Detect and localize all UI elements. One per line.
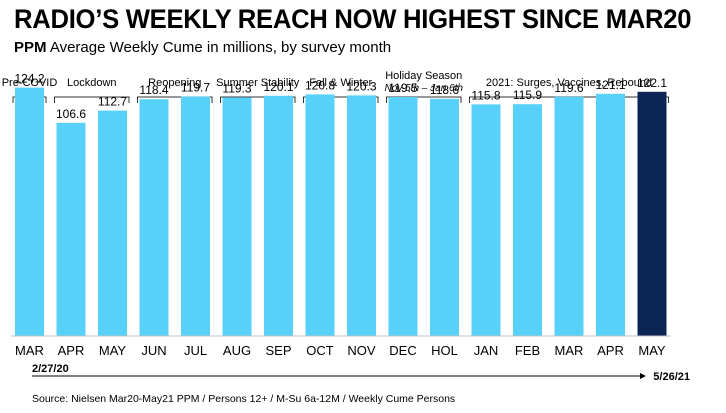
category-label-0: MAR <box>15 343 44 358</box>
category-label-3: JUN <box>141 343 166 358</box>
timeline-end-label: 5/26/21 <box>653 371 690 383</box>
bar-value-label-9: 119.5 <box>388 81 417 95</box>
bars: 124.2 MAR 106.6 APR 112.7 MAY 118.4 JUN 119.7 JUL… <box>14 72 667 358</box>
category-label-14: APR <box>597 343 624 358</box>
group-label-4: Fall & Winter <box>309 77 372 89</box>
source-note: Source: Nielsen Mar20-May21 PPM / Person… <box>32 393 456 405</box>
category-label-1: APR <box>58 343 85 358</box>
category-label-10: HOL <box>431 343 458 358</box>
bar-value-label-6: 120.1 <box>263 80 293 94</box>
bar-value-label-1: 106.6 <box>56 107 86 121</box>
bar-value-label-5: 119.3 <box>222 81 251 95</box>
category-label-15: MAY <box>638 343 666 358</box>
group-bracket-1 <box>54 96 130 103</box>
bar-value-label-15: 122.1 <box>637 76 667 90</box>
bar-value-label-13: 119.6 <box>554 81 583 95</box>
chart-subtitle: PPM Average Weekly Cume in millions, by … <box>14 39 391 56</box>
bar-value-label-10: 118.6 <box>430 83 459 97</box>
group-label-2: Reopening <box>148 77 201 89</box>
bar-value-label-12: 115.9 <box>513 88 542 102</box>
category-label-11: JAN <box>474 343 499 358</box>
group-label-5: Holiday Season <box>385 70 462 82</box>
timeline: 2/27/20 5/26/21 <box>32 363 690 383</box>
bar-1 <box>56 122 86 336</box>
category-label-13: MAR <box>555 343 584 358</box>
bar-13 <box>554 96 584 336</box>
bar-11 <box>471 104 501 337</box>
group-brackets: Pre-COVID Lockdown Reopening Summer Stabili… <box>2 70 669 103</box>
chart-title: RADIO’S WEEKLY REACH NOW HIGHEST SINCE M… <box>14 4 692 34</box>
bar-value-label-14: 121.1 <box>595 78 625 92</box>
subtitle-text: Average Weekly Cume in millions, by surv… <box>46 39 392 56</box>
bar-value-label-3: 118.4 <box>139 83 168 97</box>
bar-value-label-8: 120.3 <box>346 79 376 93</box>
category-label-2: MAY <box>99 343 127 358</box>
timeline-arrow-head <box>640 373 646 379</box>
bar-value-label-7: 120.8 <box>305 78 335 92</box>
bar-value-label-2: 112.7 <box>98 95 127 109</box>
bar-6 <box>264 95 293 336</box>
bar-10 <box>430 98 459 336</box>
subtitle-bold: PPM <box>14 39 47 56</box>
group-bracket-4 <box>303 96 379 103</box>
bar-4 <box>181 96 210 336</box>
group-label-3: Summer Stability <box>216 77 300 89</box>
bar-7 <box>305 94 335 337</box>
bar-5 <box>222 97 252 337</box>
bar-14 <box>596 93 625 336</box>
bar-12 <box>513 104 542 336</box>
category-label-4: JUL <box>184 343 207 358</box>
bar-15 <box>637 91 667 336</box>
group-bracket-3 <box>220 96 296 103</box>
bar-9 <box>388 97 418 336</box>
bar-value-label-4: 119.7 <box>181 81 210 95</box>
bar-3 <box>139 99 169 336</box>
timeline-start-label: 2/27/20 <box>32 363 69 375</box>
category-label-12: FEB <box>515 343 540 358</box>
group-sublabel-5: Nov 5th – Jan 6th <box>385 83 464 94</box>
group-label-6: 2021: Surges, Vaccines, Rebound <box>486 77 652 89</box>
group-label-0: Pre-COVID <box>2 77 58 89</box>
bar-value-label-0: 124.2 <box>14 72 44 86</box>
group-bracket-5 <box>386 96 462 103</box>
bar-0 <box>15 87 44 336</box>
category-label-7: OCT <box>306 343 334 358</box>
group-label-1: Lockdown <box>67 77 117 89</box>
bar-value-label-11: 115.8 <box>471 88 500 102</box>
bar-2 <box>98 110 127 336</box>
group-bracket-2 <box>137 96 213 103</box>
bar-chart: Pre-COVID Lockdown Reopening Summer Stabili… <box>2 70 690 383</box>
category-label-5: AUG <box>223 343 251 358</box>
bar-8 <box>347 95 376 337</box>
category-label-9: DEC <box>389 343 416 358</box>
category-label-8: NOV <box>347 343 376 358</box>
category-label-6: SEP <box>265 343 291 358</box>
